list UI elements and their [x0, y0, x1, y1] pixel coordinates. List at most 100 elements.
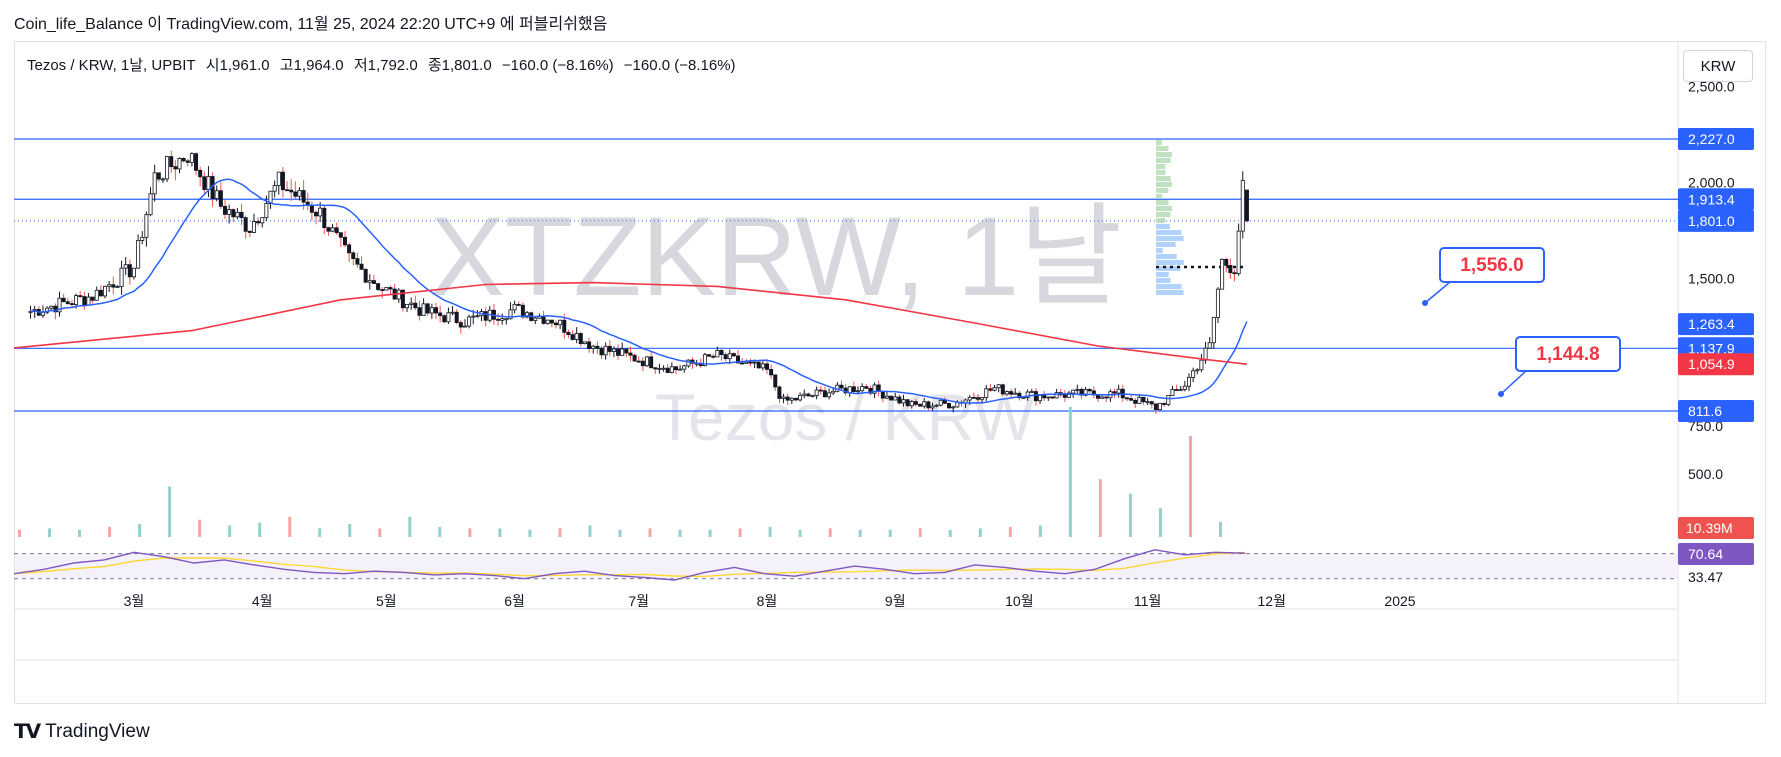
moving-averages — [13, 178, 1248, 404]
candle-body — [789, 397, 794, 401]
candle-body — [256, 221, 261, 224]
candle-body — [913, 401, 918, 405]
candle-body — [1120, 388, 1125, 399]
price-tick-label: 500.0 — [1688, 466, 1723, 482]
candle-body — [1062, 394, 1067, 398]
footer-logo-text: TradingView — [45, 720, 150, 742]
candle-body — [309, 205, 314, 213]
candle-body — [1129, 398, 1134, 401]
candle-body — [971, 396, 976, 399]
time-tick-label: 4월 — [252, 593, 273, 609]
candle-body — [1071, 389, 1076, 394]
volume-bar — [108, 526, 112, 537]
volume-bar — [948, 529, 952, 537]
candle-body — [78, 295, 83, 298]
price-label-text: 1,054.9 — [1688, 356, 1735, 372]
candle-body — [289, 189, 294, 193]
time-tick-label: 8월 — [757, 593, 778, 609]
price-callouts: 1,556.0 1,144.8 — [1422, 247, 1621, 397]
candle-body — [740, 362, 745, 365]
candle-body — [165, 156, 170, 180]
candle-body — [785, 396, 790, 401]
price-label-text: 1,263.4 — [1688, 316, 1735, 332]
candle-body — [669, 366, 674, 373]
volume-bar — [1098, 479, 1102, 537]
candle-body — [462, 325, 467, 328]
volume-bar — [78, 529, 82, 537]
time-tick-label: 6월 — [504, 593, 525, 609]
candle-body — [814, 389, 819, 396]
candle-body — [1083, 388, 1088, 396]
candle-body — [897, 396, 902, 404]
volume-bar — [408, 516, 412, 537]
callout-box — [1515, 336, 1621, 372]
candle-body — [388, 287, 393, 290]
candle-body — [144, 214, 149, 238]
candle-body — [599, 347, 604, 356]
horizontal-lines — [14, 138, 1678, 412]
candle-body — [860, 386, 865, 392]
candle-body — [827, 392, 832, 398]
price-label-text: 811.6 — [1688, 403, 1722, 419]
candle-body — [446, 312, 451, 323]
candle-body — [851, 386, 856, 393]
price-label-tag — [1678, 400, 1754, 422]
candle-body — [831, 390, 836, 394]
rsi-pane — [13, 549, 1678, 581]
candle-body — [65, 301, 70, 304]
symbol-legend: Tezos / KRW, 1날, UPBIT 시1,961.0 고1,964.0… — [27, 54, 742, 75]
candle-body — [359, 263, 364, 270]
candle-body — [975, 397, 980, 400]
volume-profile-bar — [1156, 290, 1184, 295]
candle-body — [607, 345, 612, 352]
candle-body — [773, 374, 778, 388]
candle-body — [533, 317, 538, 321]
candle-body — [214, 190, 219, 199]
candle-body — [1054, 392, 1059, 399]
candle-body — [748, 361, 753, 364]
candle-body — [1199, 359, 1204, 371]
candle-body — [260, 217, 265, 224]
volume-bar — [1128, 493, 1132, 537]
candle-body — [545, 319, 550, 324]
ohlc-low: 저1,792.0 — [353, 57, 418, 74]
volume-profile-bar — [1156, 194, 1163, 199]
candle-body — [194, 153, 199, 171]
candle-body — [566, 331, 571, 335]
candle-body — [889, 395, 894, 401]
candle-body — [94, 289, 99, 301]
candle-body — [752, 361, 757, 364]
volume-bar — [678, 529, 682, 537]
candle-body — [764, 363, 769, 370]
time-tick-label: 11월 — [1134, 593, 1161, 609]
candle-body — [251, 221, 256, 233]
candle-body — [756, 361, 761, 369]
candle-body — [508, 309, 513, 320]
candle-body — [421, 303, 426, 316]
candle-body — [334, 227, 339, 234]
candle-body — [438, 312, 443, 317]
candle-body — [587, 341, 592, 349]
candle-body — [173, 166, 178, 170]
candle-body — [777, 386, 782, 399]
candle-body — [384, 287, 389, 291]
candle-body — [769, 368, 774, 376]
candle-body — [1004, 391, 1009, 395]
volume-bar — [918, 528, 922, 537]
price-tick-label: 2,500.0 — [1688, 79, 1735, 95]
volume-bar — [558, 528, 562, 537]
volume-profile-bar — [1156, 248, 1163, 253]
candle-body — [1075, 388, 1080, 391]
symbol-name[interactable]: Tezos / KRW, 1날, UPBIT — [27, 57, 196, 74]
volume-bar — [618, 529, 622, 537]
callout-pointer — [1424, 281, 1451, 304]
candle-body — [500, 318, 505, 321]
volume-profile-bar — [1156, 224, 1171, 229]
price-label-text: 2,227.0 — [1688, 131, 1735, 147]
change-value: −160.0 (−8.16%) — [501, 57, 614, 74]
currency-button[interactable]: KRW — [1683, 50, 1753, 82]
candle-body — [1100, 396, 1105, 399]
candle-body — [947, 402, 952, 409]
candle-body — [1228, 265, 1233, 274]
